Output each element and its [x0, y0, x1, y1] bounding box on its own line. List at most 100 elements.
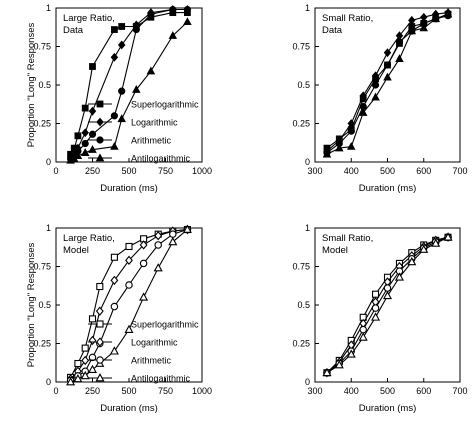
legend-label: Logarithmic: [131, 338, 178, 348]
data-point: [125, 242, 133, 251]
data-point: [139, 292, 149, 301]
x-tick-label: 300: [307, 166, 322, 176]
data-point: [96, 282, 104, 291]
data-point: [125, 255, 133, 265]
legend-marker: [95, 373, 105, 382]
data-point: [169, 230, 177, 238]
data-point: [110, 253, 118, 261]
x-axis-label: Duration (ms): [100, 183, 158, 194]
legend-label: Arithmetic: [131, 136, 172, 146]
x-tick-label: 600: [416, 166, 431, 176]
data-point: [371, 92, 380, 101]
data-point: [334, 360, 344, 369]
data-point: [395, 38, 404, 46]
data-point: [443, 232, 453, 241]
data-point: [154, 241, 162, 249]
panel-title-line-2: Model: [322, 245, 348, 256]
data-point: [407, 26, 417, 35]
data-point: [347, 119, 355, 128]
data-point: [111, 26, 118, 33]
data-point: [346, 141, 356, 150]
series-line-2: [326, 236, 449, 374]
data-point: [74, 132, 82, 140]
data-point: [81, 128, 89, 138]
chart-panel-4: 300 400 500 600 700 0 0.25 0.5 0.75 1 Duration (ms…: [292, 223, 467, 414]
legend-label: Logarithmic: [131, 118, 178, 128]
x-tick-label: 500: [121, 386, 136, 396]
data-point: [139, 240, 148, 250]
panel-title-line-1: Small Ratio,: [322, 13, 373, 24]
data-point: [431, 238, 441, 247]
data-point: [88, 145, 97, 153]
data-point: [109, 346, 119, 355]
data-point: [371, 71, 380, 81]
data-point: [408, 15, 416, 25]
data-point: [87, 364, 98, 374]
y-tick-label: 0.25: [33, 119, 51, 129]
data-point: [66, 377, 76, 386]
legend-label: Antilogarithmic: [131, 374, 191, 384]
chart-panel-1: 0 250 500 750 1000 0 0.25 0.5 0.75 1 Duration (ms)…: [26, 3, 212, 194]
y-tick-label: 0.75: [33, 42, 51, 52]
data-point: [80, 370, 90, 380]
panel-title-line-2: Data: [63, 25, 84, 36]
data-point: [73, 151, 83, 160]
y-axis-label: Proportion "Long" Responses: [26, 242, 37, 367]
y-tick-label: 0.5: [38, 80, 51, 90]
data-point: [183, 17, 192, 26]
data-point: [359, 91, 367, 101]
data-point: [382, 290, 393, 300]
y-tick-label: 1: [305, 223, 310, 233]
data-point: [95, 306, 104, 316]
series-line-4: [326, 236, 449, 374]
data-point: [383, 61, 392, 69]
data-point: [359, 325, 367, 334]
series-line-3: [326, 236, 449, 374]
data-point: [110, 302, 119, 311]
panel-title-line-2: Model: [63, 245, 89, 256]
legend-marker: [95, 153, 105, 162]
data-point: [88, 315, 97, 323]
x-tick-label: 400: [344, 386, 359, 396]
y-tick-label: 1: [305, 3, 310, 13]
data-point: [81, 355, 90, 366]
y-tick-label: 0: [46, 157, 51, 167]
data-point: [139, 259, 148, 268]
chart-panel-3: 0 250 500 750 1000 0 0.25 0.5 0.75 1 Duration (ms)…: [26, 223, 212, 414]
data-point: [395, 54, 404, 63]
x-axis-label: Duration (ms): [359, 183, 417, 194]
y-tick-label: 0.25: [292, 119, 310, 129]
data-point: [322, 367, 332, 377]
y-tick-label: 1: [46, 223, 51, 233]
panel-title-line-1: Small Ratio,: [322, 233, 373, 244]
legend-marker: [96, 320, 104, 328]
y-tick-label: 0.5: [38, 300, 51, 310]
x-tick-label: 400: [344, 166, 359, 176]
x-tick-label: 1000: [192, 166, 212, 176]
legend-label: Antilogarithmic: [131, 154, 191, 164]
data-point: [74, 359, 82, 368]
data-point: [371, 81, 380, 89]
legend-marker: [96, 136, 104, 144]
data-point: [394, 272, 404, 281]
data-point: [322, 149, 332, 158]
y-tick-label: 0.25: [292, 339, 310, 349]
data-point: [182, 224, 192, 233]
x-tick-label: 0: [53, 386, 58, 396]
legend-marker: [96, 117, 104, 127]
data-point: [81, 104, 89, 112]
data-point: [335, 143, 344, 152]
y-tick-label: 0.75: [33, 262, 51, 272]
data-point: [117, 40, 126, 50]
x-tick-label: 0: [53, 166, 58, 176]
data-point: [169, 5, 177, 14]
panel-title-line-1: Large Ratio,: [63, 13, 115, 24]
data-point: [407, 256, 417, 266]
data-point: [110, 52, 119, 62]
data-point: [347, 127, 355, 135]
y-tick-label: 0.5: [297, 300, 310, 310]
data-point: [358, 332, 368, 341]
series-line-2: [70, 8, 188, 157]
data-point: [371, 312, 381, 321]
